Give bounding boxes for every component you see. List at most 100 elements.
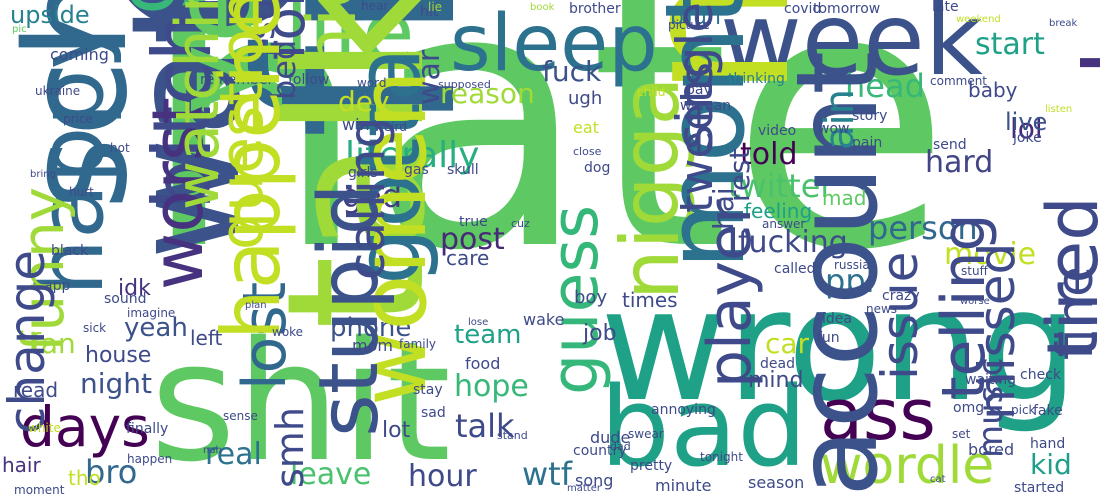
- word-dog: dog: [584, 160, 611, 176]
- word-hour: hour: [408, 459, 477, 494]
- word-smh: smh: [268, 407, 312, 488]
- word-team: team: [454, 320, 522, 350]
- word-crazy: crazy: [882, 288, 920, 304]
- word-left: left: [190, 326, 223, 350]
- word-swear: swear: [628, 427, 664, 441]
- word-tho: tho: [68, 466, 101, 490]
- word-pay: pay: [686, 82, 712, 98]
- word-start: start: [975, 27, 1045, 62]
- word-house: house: [85, 343, 152, 368]
- word-god: god: [342, 177, 403, 215]
- word-omg: omg: [953, 400, 985, 416]
- word-skull: skull: [447, 162, 479, 178]
- word-read: read: [13, 378, 59, 402]
- word-waiting: waiting: [965, 372, 1017, 388]
- word-fan: fan: [31, 327, 76, 360]
- word-russia: russia: [834, 258, 870, 272]
- word-send: send: [933, 137, 967, 153]
- word-change: change: [0, 249, 56, 434]
- word-started: started: [1014, 480, 1065, 496]
- word-music: music: [971, 357, 1011, 458]
- word-night: night: [80, 367, 153, 400]
- word-covid: covid: [784, 1, 822, 17]
- word-pick: pick: [1011, 403, 1036, 417]
- word-girls: girls: [348, 165, 378, 181]
- word-country: country: [573, 443, 627, 459]
- word-close: close: [573, 145, 602, 158]
- word-eat: eat: [573, 118, 599, 137]
- word-tomorrow: tomorrow: [813, 1, 881, 17]
- word-real: real: [205, 437, 262, 472]
- word-answer: answer: [762, 217, 806, 231]
- word-phone: phone: [330, 313, 412, 343]
- word-brother: brother: [569, 1, 621, 17]
- word-family: family: [399, 337, 437, 351]
- word-annoying: annoying: [651, 402, 716, 418]
- word-matter: matter: [567, 483, 601, 494]
- word-video: video: [758, 123, 797, 139]
- word-war: war: [412, 49, 447, 105]
- word-woke: woke: [272, 325, 304, 339]
- word-idk: idk: [118, 276, 151, 301]
- word-kid: kid: [1030, 448, 1072, 481]
- word-app: app: [44, 278, 71, 294]
- word-wtf: wtf: [522, 455, 572, 493]
- word-sick: sick: [83, 321, 107, 335]
- word-finally: finally: [126, 421, 169, 437]
- word-break: break: [1049, 18, 1078, 29]
- word-worse: worse: [960, 296, 990, 307]
- word-stand: stand: [497, 429, 528, 442]
- word-stuff: stuff: [961, 264, 988, 278]
- word-fine: fine: [1046, 266, 1100, 360]
- word-dude: dude: [590, 428, 631, 447]
- word-wow: wow: [818, 121, 850, 137]
- word-dey: dey: [338, 85, 390, 118]
- word-feeling: feeling: [744, 199, 813, 223]
- word-mad: mad: [822, 186, 867, 210]
- word-fucking: fucking: [738, 225, 848, 260]
- word-rest: rest: [723, 148, 756, 202]
- word-nah: nah: [203, 445, 222, 456]
- word-bruh: bruh: [670, 5, 721, 30]
- word-lol: lol: [1010, 112, 1043, 145]
- word-lot: lot: [382, 418, 411, 443]
- word-fake: fake: [1033, 403, 1063, 419]
- word-tonight: tonight: [700, 450, 743, 464]
- word-wrong: wrong: [600, 255, 1079, 436]
- word-plan: plan: [245, 300, 267, 311]
- word-hate: hate: [140, 0, 952, 329]
- word-calling: calling: [338, 116, 396, 280]
- word-true: true: [459, 214, 488, 230]
- word-bring: bring: [30, 169, 56, 180]
- word-remember: remember: [200, 72, 274, 88]
- word-pretty: pretty: [630, 458, 673, 474]
- word-dad: dad: [610, 440, 631, 453]
- word-price: price: [63, 112, 93, 126]
- word-check: check: [1020, 367, 1061, 383]
- word-question: question: [207, 0, 277, 250]
- word-pain: pain: [852, 135, 883, 151]
- word-wordle: wordle: [820, 436, 995, 496]
- word-shit: shit: [150, 306, 452, 498]
- word-life: life: [285, 0, 415, 82]
- word-sad: sad: [421, 405, 446, 421]
- word-leave: leave: [290, 457, 372, 492]
- word-hard: hard: [925, 145, 994, 180]
- word-told: told: [740, 137, 798, 172]
- word-movie: movie: [944, 237, 1037, 272]
- word-yeah: yeah: [124, 313, 188, 343]
- word-care: care: [446, 246, 490, 270]
- word-white: white: [28, 421, 61, 435]
- word-gas: gas: [404, 162, 429, 178]
- word-cat: cat: [930, 474, 946, 485]
- word-car: car: [765, 327, 810, 360]
- word-cuz: cuz: [511, 217, 530, 230]
- word-coming: coming: [50, 45, 109, 64]
- word-child: child: [637, 85, 666, 99]
- word-minute: minute: [655, 476, 712, 495]
- word-hair: hair: [2, 453, 41, 477]
- word-picture: picture: [668, 18, 710, 32]
- word-twitter: twitter: [728, 167, 834, 205]
- word-weekend: weekend: [956, 14, 1001, 25]
